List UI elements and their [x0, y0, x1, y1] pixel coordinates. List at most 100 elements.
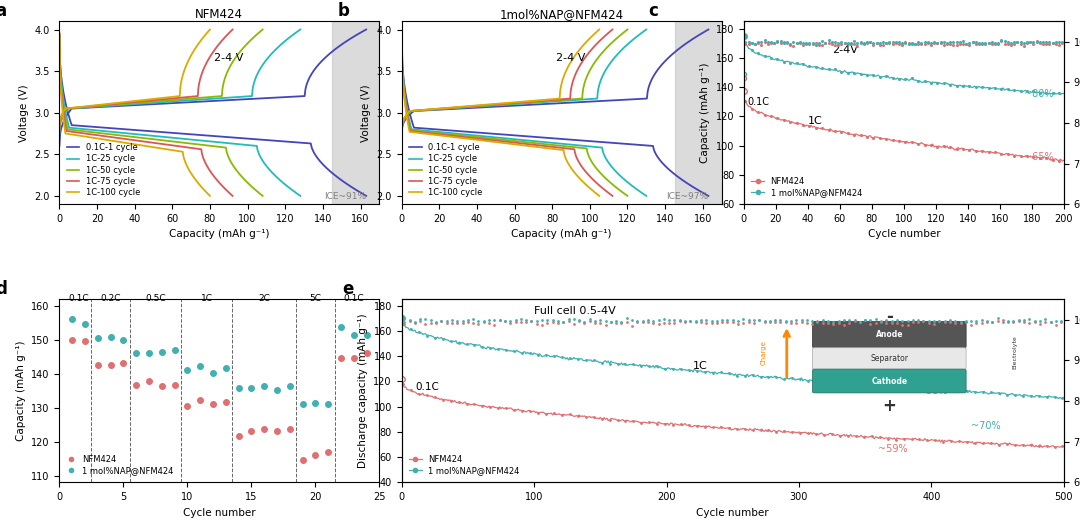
- Text: b: b: [338, 2, 350, 20]
- Text: ~65%: ~65%: [1024, 152, 1053, 162]
- Text: 0.2C: 0.2C: [100, 294, 121, 303]
- Text: 0.1C: 0.1C: [747, 96, 769, 107]
- Text: 0.1C: 0.1C: [343, 294, 364, 303]
- 1C-100 cycle: [162, 146, 175, 153]
- Line: 1C-50 cycle: 1C-50 cycle: [59, 34, 262, 196]
- Text: 5C: 5C: [309, 294, 322, 303]
- 1C-100 cycle: [53, 31, 66, 37]
- Text: 0.1C: 0.1C: [68, 294, 89, 303]
- 1C-100 cycle: [539, 145, 552, 151]
- 0.1C-1 cycle: [432, 126, 445, 132]
- 1C-25 cycle: [82, 126, 95, 132]
- 1C-100 cycle: [71, 132, 84, 138]
- Text: ICE~97%: ICE~97%: [666, 192, 708, 201]
- Text: 2-4 V: 2-4 V: [556, 53, 585, 63]
- X-axis label: Cycle number: Cycle number: [867, 229, 941, 240]
- Text: ~59%: ~59%: [878, 444, 908, 454]
- 1C-50 cycle: [537, 141, 550, 147]
- Line: 1C-75 cycle: 1C-75 cycle: [59, 34, 232, 196]
- 1C-75 cycle: [395, 31, 408, 37]
- 0.1C-1 cycle: [617, 140, 630, 147]
- 1C-75 cycle: [162, 142, 175, 148]
- Text: a: a: [0, 2, 6, 20]
- 1C-100 cycle: [112, 139, 125, 145]
- 1C-50 cycle: [395, 31, 408, 37]
- 1C-75 cycle: [549, 144, 562, 151]
- 1C-50 cycle: [78, 128, 91, 135]
- 0.1C-1 cycle: [360, 193, 373, 199]
- Text: ~80%: ~80%: [1024, 90, 1053, 99]
- 1C-75 cycle: [179, 144, 192, 151]
- 1C-25 cycle: [573, 142, 586, 148]
- X-axis label: Capacity (mAh g⁻¹): Capacity (mAh g⁻¹): [511, 229, 612, 240]
- 1C-50 cycle: [485, 135, 498, 142]
- 1C-25 cycle: [53, 31, 66, 37]
- 1C-25 cycle: [475, 133, 488, 139]
- 0.1C-1 cycle: [589, 138, 602, 145]
- 0.1C-1 cycle: [153, 129, 166, 135]
- 1C-75 cycle: [178, 144, 191, 150]
- 1C-25 cycle: [571, 142, 584, 148]
- 1C-50 cycle: [621, 193, 634, 199]
- Legend: 0.1C-1 cycle, 1C-25 cycle, 1C-50 cycle, 1C-75 cycle, 1C-100 cycle: 0.1C-1 cycle, 1C-25 cycle, 1C-50 cycle, …: [406, 140, 486, 200]
- Legend: 0.1C-1 cycle, 1C-25 cycle, 1C-50 cycle, 1C-75 cycle, 1C-100 cycle: 0.1C-1 cycle, 1C-25 cycle, 1C-50 cycle, …: [64, 140, 144, 200]
- 1C-100 cycle: [162, 146, 175, 153]
- Legend: NFM424, 1 mol%NAP@NFM424: NFM424, 1 mol%NAP@NFM424: [64, 452, 177, 478]
- Legend: NFM424, 1 mol%NAP@NFM424: NFM424, 1 mol%NAP@NFM424: [406, 452, 523, 478]
- Text: ~90%: ~90%: [918, 386, 947, 396]
- 1C-25 cycle: [549, 140, 562, 146]
- Line: 1C-25 cycle: 1C-25 cycle: [59, 34, 300, 196]
- 1C-100 cycle: [519, 143, 532, 149]
- Text: Full cell 0.5-4V: Full cell 0.5-4V: [535, 306, 616, 316]
- 0.1C-1 cycle: [275, 138, 288, 145]
- 1C-75 cycle: [478, 136, 491, 143]
- 1C-50 cycle: [469, 134, 482, 140]
- Bar: [333, 21, 379, 204]
- Text: e: e: [342, 280, 353, 298]
- 0.1C-1 cycle: [246, 136, 259, 142]
- 1C-100 cycle: [473, 137, 486, 143]
- 0.1C-1 cycle: [495, 131, 508, 138]
- Y-axis label: Capacity (mAh g⁻¹): Capacity (mAh g⁻¹): [15, 341, 26, 441]
- 1C-25 cycle: [227, 140, 240, 147]
- Text: ICE~91%: ICE~91%: [324, 192, 366, 201]
- Title: 1mol%NAP@NFM424: 1mol%NAP@NFM424: [500, 8, 623, 21]
- 1C-100 cycle: [395, 31, 408, 37]
- 1C-50 cycle: [558, 143, 571, 149]
- 1C-50 cycle: [180, 140, 193, 146]
- Line: 1C-75 cycle: 1C-75 cycle: [402, 34, 612, 196]
- X-axis label: Cycle number: Cycle number: [697, 508, 769, 518]
- Text: 0.1C: 0.1C: [415, 382, 438, 392]
- 0.1C-1 cycle: [53, 31, 66, 37]
- 0.1C-1 cycle: [395, 31, 408, 37]
- 0.1C-1 cycle: [702, 193, 715, 199]
- 1C-25 cycle: [294, 193, 307, 199]
- 1C-100 cycle: [593, 193, 606, 199]
- 0.1C-1 cycle: [274, 138, 287, 144]
- Y-axis label: Voltage (V): Voltage (V): [361, 84, 370, 142]
- 1C-100 cycle: [538, 145, 551, 151]
- Text: 1C: 1C: [693, 361, 707, 370]
- 1C-75 cycle: [121, 136, 134, 143]
- Text: ~70%: ~70%: [971, 421, 1001, 431]
- 1C-100 cycle: [460, 135, 473, 142]
- Text: d: d: [0, 280, 8, 298]
- 1C-50 cycle: [200, 142, 213, 148]
- Line: 1C-25 cycle: 1C-25 cycle: [402, 34, 646, 196]
- Text: c: c: [648, 2, 658, 20]
- 1C-75 cycle: [528, 142, 541, 148]
- 1C-25 cycle: [492, 135, 505, 141]
- Y-axis label: Voltage (V): Voltage (V): [18, 84, 29, 142]
- 1C-75 cycle: [606, 193, 619, 199]
- 1C-25 cycle: [148, 133, 161, 139]
- 1C-50 cycle: [559, 143, 572, 149]
- 1C-25 cycle: [639, 193, 652, 199]
- 1C-50 cycle: [422, 129, 435, 135]
- 1C-25 cycle: [424, 128, 437, 135]
- 1C-100 cycle: [419, 130, 432, 137]
- Title: NFM424: NFM424: [195, 8, 243, 21]
- X-axis label: Capacity (mAh g⁻¹): Capacity (mAh g⁻¹): [170, 229, 270, 240]
- Text: 2C: 2C: [258, 294, 270, 303]
- Text: 2-4 V: 2-4 V: [214, 53, 243, 63]
- 1C-25 cycle: [395, 31, 408, 37]
